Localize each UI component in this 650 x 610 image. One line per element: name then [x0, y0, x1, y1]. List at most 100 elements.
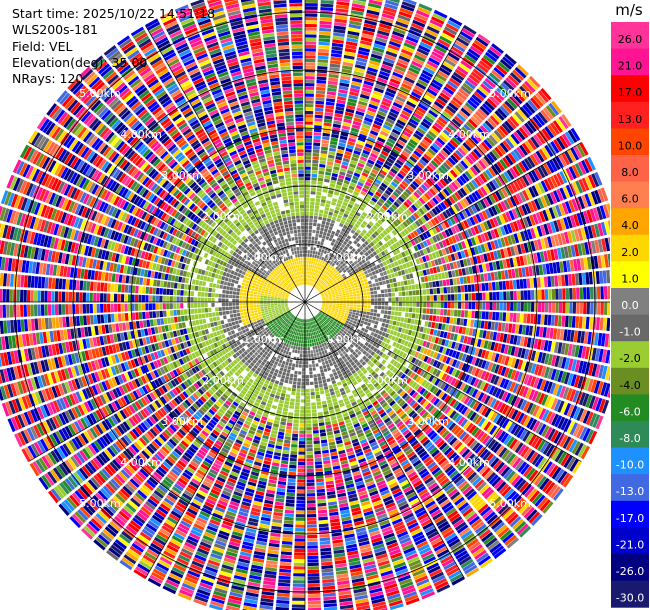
velocity-cell — [447, 52, 460, 62]
velocity-cell — [324, 294, 329, 297]
velocity-cell — [408, 206, 415, 214]
velocity-cell — [468, 48, 481, 59]
velocity-cell — [396, 378, 403, 385]
velocity-cell — [400, 317, 405, 322]
velocity-cell — [507, 152, 517, 164]
velocity-cell — [583, 331, 589, 344]
velocity-cell — [391, 256, 397, 262]
velocity-cell — [514, 111, 525, 123]
velocity-cell — [541, 302, 545, 313]
velocity-cell — [433, 216, 440, 225]
velocity-cell — [353, 392, 359, 398]
velocity-cell — [463, 123, 473, 134]
velocity-cell — [516, 178, 524, 190]
velocity-cell — [532, 420, 541, 432]
velocity-cell — [344, 314, 348, 318]
velocity-cell — [328, 278, 332, 283]
velocity-cell — [367, 67, 378, 73]
velocity-cell — [326, 232, 331, 237]
velocity-cell — [414, 130, 424, 138]
velocity-cell — [501, 418, 510, 429]
velocity-cell — [325, 392, 331, 397]
velocity-cell — [404, 103, 415, 112]
velocity-cell — [534, 391, 542, 403]
velocity-cell — [464, 564, 478, 575]
velocity-cell — [349, 17, 363, 23]
velocity-cell — [490, 363, 497, 373]
velocity-cell — [370, 209, 377, 215]
velocity-cell — [434, 225, 441, 233]
velocity-cell — [374, 415, 381, 422]
velocity-cell — [318, 41, 330, 46]
velocity-cell — [325, 314, 329, 317]
velocity-cell — [331, 246, 336, 251]
velocity-cell — [306, 329, 309, 333]
velocity-cell — [324, 292, 328, 295]
velocity-cell — [557, 356, 564, 368]
velocity-cell — [306, 267, 309, 271]
velocity-cell — [406, 100, 417, 109]
velocity-cell — [435, 400, 443, 408]
velocity-cell — [561, 315, 566, 327]
velocity-cell — [328, 339, 332, 344]
velocity-cell — [500, 529, 512, 541]
velocity-cell — [590, 286, 594, 300]
velocity-cell — [322, 331, 326, 335]
velocity-cell — [341, 186, 348, 192]
velocity-cell — [343, 324, 347, 328]
velocity-cell — [508, 472, 519, 484]
velocity-cell — [352, 351, 357, 356]
velocity-cell — [450, 491, 461, 501]
velocity-cell — [342, 306, 347, 309]
velocity-cell — [422, 248, 428, 255]
velocity-cell — [398, 344, 404, 350]
velocity-cell — [338, 269, 343, 274]
velocity-cell — [560, 472, 571, 486]
velocity-cell — [372, 224, 378, 230]
velocity-cell — [310, 264, 313, 268]
velocity-cell — [349, 339, 354, 344]
velocity-cell — [369, 187, 376, 194]
velocity-cell — [317, 502, 327, 507]
velocity-cell — [305, 267, 307, 271]
velocity-cell — [466, 77, 478, 87]
velocity-cell — [411, 402, 419, 409]
velocity-cell — [402, 191, 410, 198]
velocity-cell — [538, 211, 546, 223]
velocity-cell — [320, 0, 334, 5]
velocity-cell — [466, 538, 479, 549]
velocity-cell — [337, 145, 345, 151]
velocity-cell — [331, 345, 336, 350]
velocity-cell — [305, 350, 308, 354]
velocity-cell — [546, 177, 555, 190]
velocity-cell — [433, 122, 444, 131]
velocity-cell — [478, 404, 486, 414]
velocity-cell — [310, 392, 315, 396]
velocity-cell — [460, 335, 465, 343]
velocity-cell — [536, 225, 543, 237]
velocity-cell — [354, 268, 359, 272]
velocity-cell — [456, 444, 466, 453]
velocity-cell — [355, 263, 360, 268]
velocity-cell — [348, 278, 353, 282]
velocity-cell — [420, 354, 426, 361]
velocity-cell — [329, 63, 341, 68]
velocity-cell — [385, 302, 389, 306]
velocity-cell — [361, 254, 367, 259]
velocity-cell — [313, 437, 320, 441]
velocity-cell — [375, 375, 381, 382]
velocity-cell — [321, 361, 326, 366]
velocity-cell — [311, 180, 317, 185]
velocity-cell — [474, 347, 480, 357]
velocity-cell — [558, 288, 563, 300]
velocity-cell — [372, 181, 380, 188]
velocity-cell — [526, 449, 536, 462]
velocity-cell — [382, 280, 387, 285]
velocity-cell — [573, 213, 580, 227]
velocity-cell — [556, 172, 565, 185]
velocity-cell — [325, 297, 329, 299]
velocity-cell — [491, 192, 500, 203]
velocity-cell — [344, 353, 349, 358]
velocity-cell — [333, 288, 337, 291]
velocity-cell — [482, 302, 486, 310]
